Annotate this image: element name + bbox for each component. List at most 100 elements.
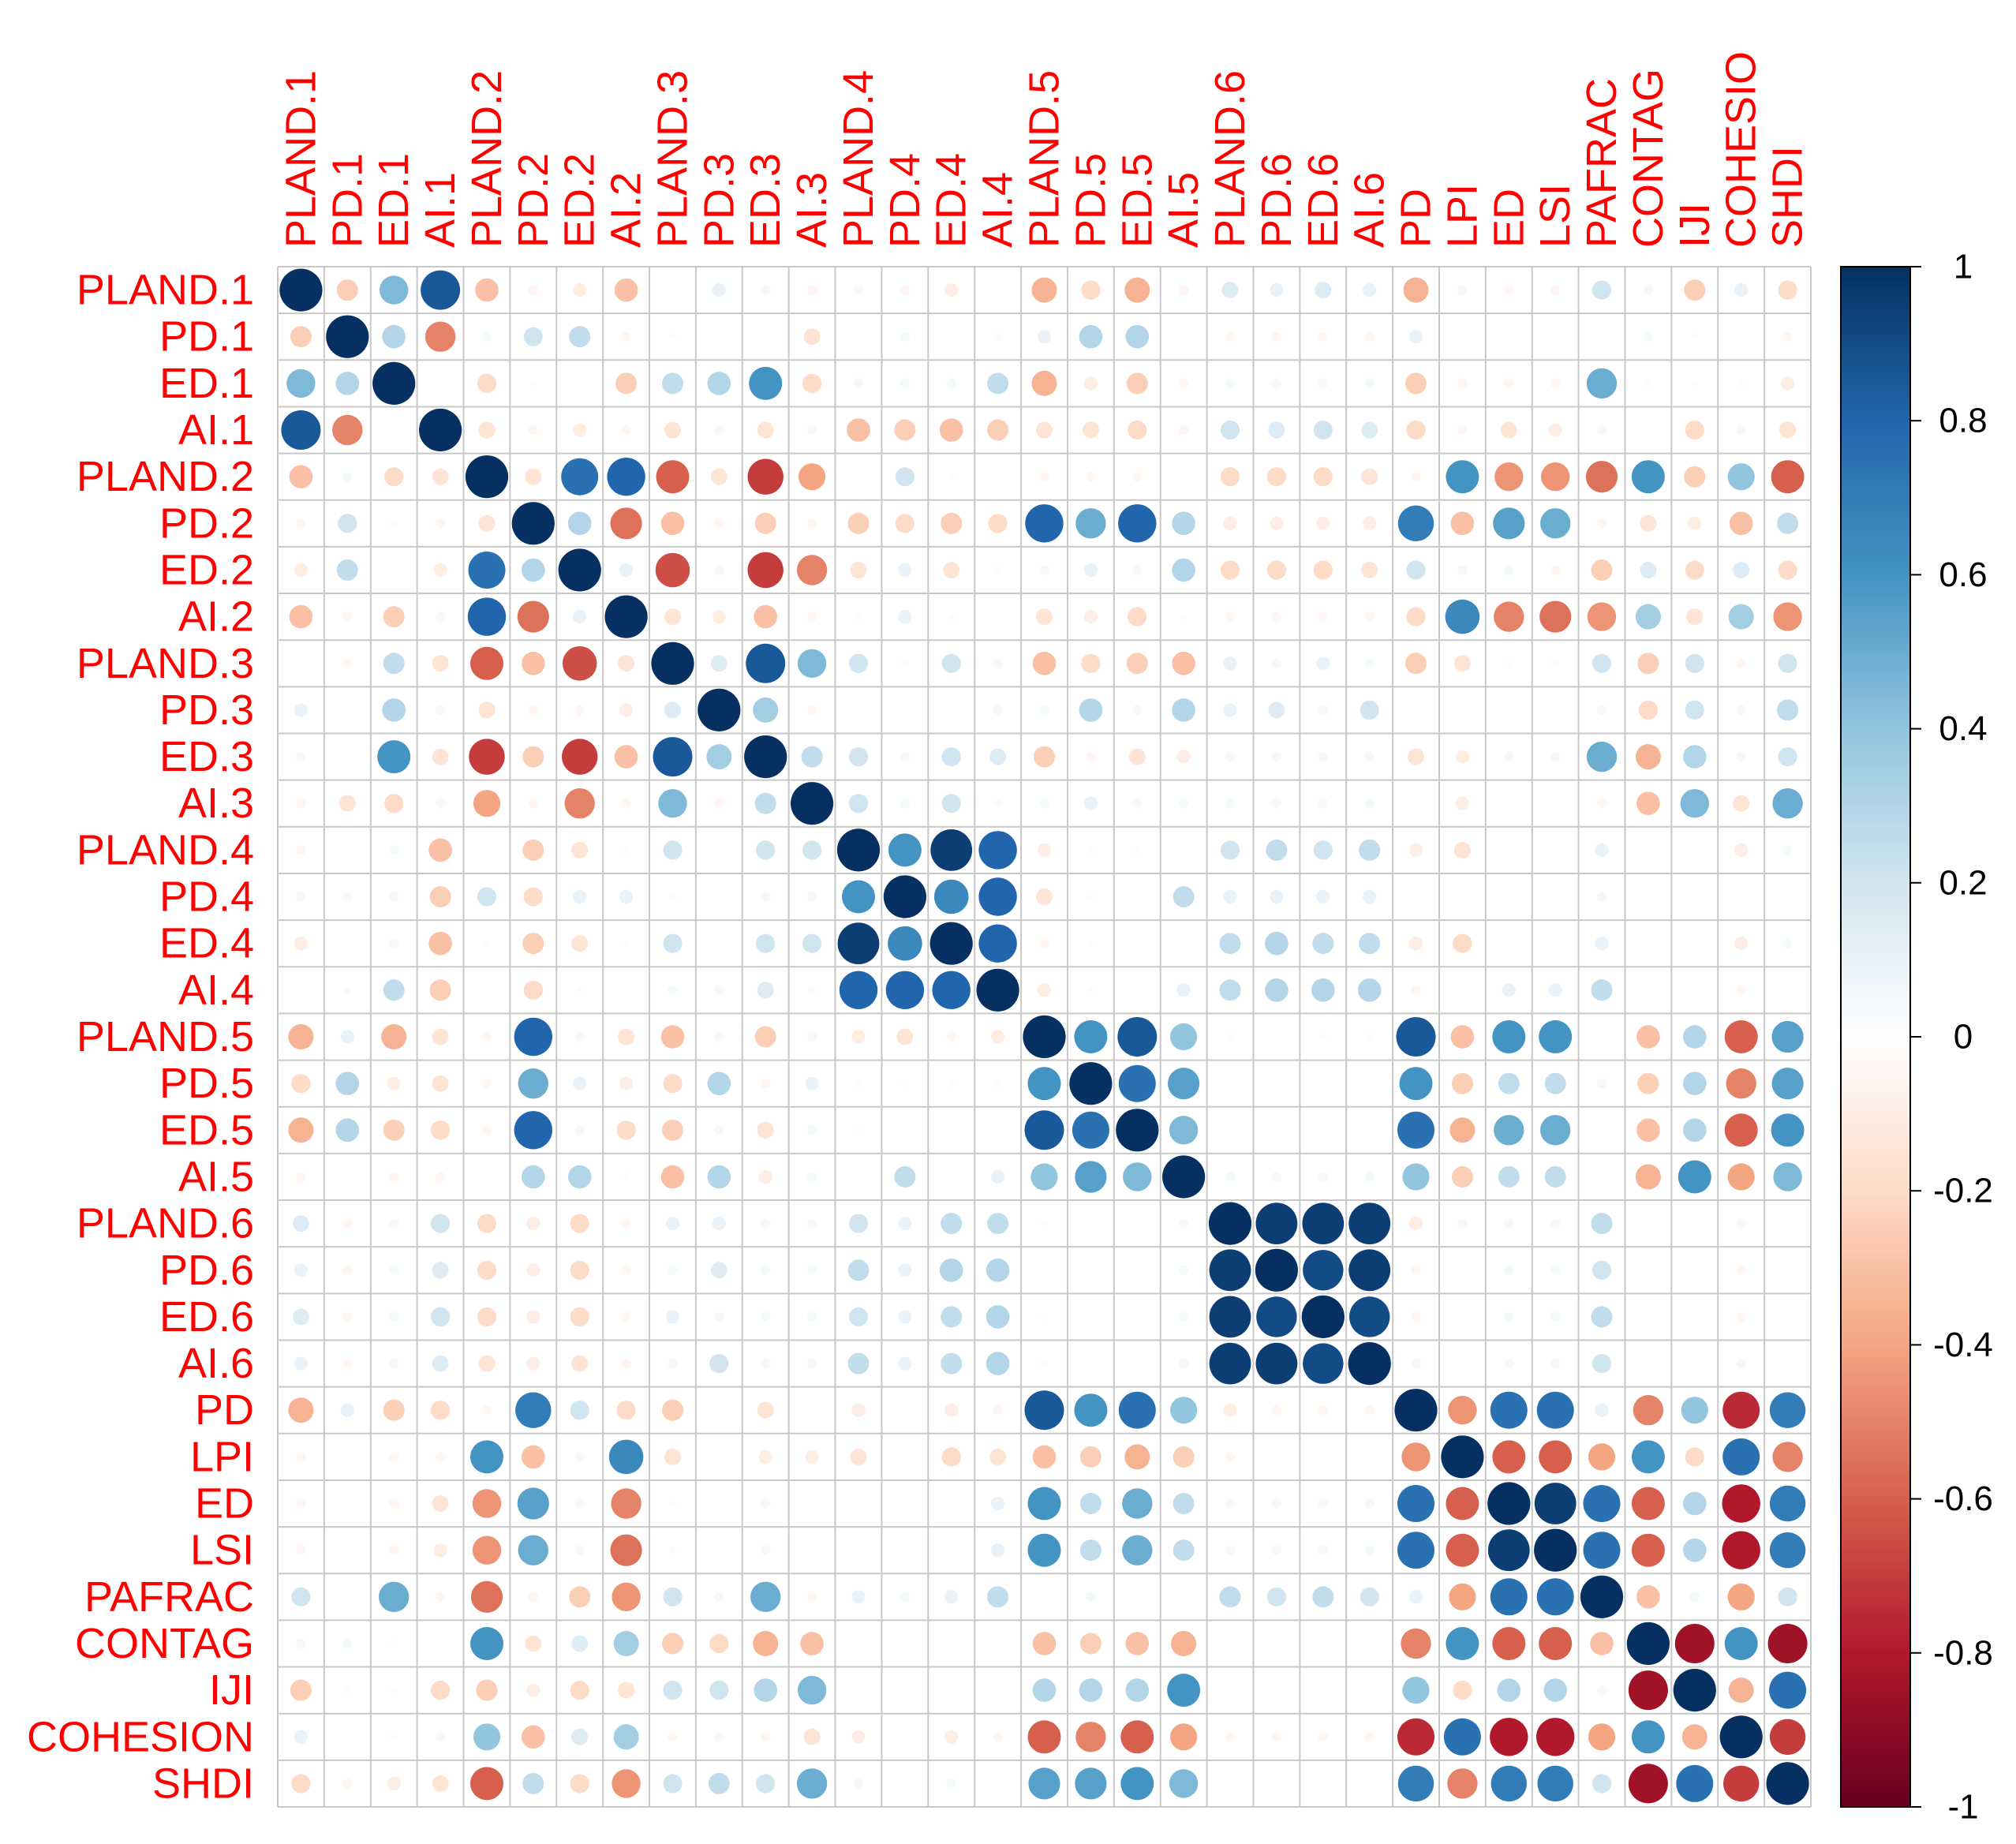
correlation-circle [1225,1498,1236,1509]
correlation-circle [1631,1720,1665,1754]
correlation-circle [1162,1155,1206,1199]
correlation-circle [900,752,910,762]
correlation-circle [1225,1732,1236,1742]
correlation-circle [1548,983,1562,997]
correlation-circle [855,1127,862,1134]
correlation-circle [850,562,867,578]
correlation-circle [1318,1732,1328,1742]
correlation-circle [1548,423,1562,437]
correlation-circle [621,1218,631,1229]
correlation-circle [1255,1203,1298,1244]
correlation-circle [1772,1442,1803,1472]
correlation-circle [1083,376,1098,391]
correlation-circle [382,698,406,722]
correlation-circle [342,1265,353,1275]
correlation-circle [1271,1498,1281,1509]
correlation-circle [1487,1529,1530,1572]
correlation-circle [664,608,681,626]
correlation-circle [898,610,912,624]
correlation-circle [837,922,880,965]
correlation-circle [807,612,817,622]
correlation-circle [805,1449,819,1464]
correlation-circle [1455,796,1469,810]
correlation-circle [946,1779,956,1789]
correlation-circle [421,270,461,310]
correlation-circle [604,595,648,638]
row-labels: PLAND.1PD.1ED.1AI.1PLAND.2PD.2ED.2AI.2PL… [27,267,254,1808]
row-label: AI.5 [178,1153,254,1200]
correlation-circle [1448,1396,1477,1425]
correlation-circle [621,1265,631,1275]
correlation-circle [1360,1587,1379,1606]
correlation-circle [1591,1260,1612,1280]
correlation-circle [754,1678,777,1702]
correlation-circle [1595,937,1609,951]
correlation-circle [431,1681,451,1700]
correlation-circle [1361,421,1378,439]
correlation-circle [799,463,826,491]
correlation-circle [1025,504,1064,543]
correlation-circle [1736,425,1746,436]
correlation-circle [1271,331,1281,342]
correlation-circle [1364,1405,1375,1416]
correlation-circle [668,985,678,995]
correlation-circle [618,1028,635,1045]
correlation-circle [477,1260,497,1280]
correlation-circle [991,1169,1005,1184]
correlation-circle [714,565,724,575]
correlation-circle [761,1265,771,1275]
correlation-circle [753,1631,779,1656]
correlation-circle [1580,1575,1624,1618]
correlation-circle [1023,1015,1066,1059]
correlation-circle [1086,752,1096,762]
correlation-circle [1673,1669,1716,1712]
correlation-circle [326,315,369,358]
correlation-circle [1225,1545,1236,1555]
correlation-circle [1591,1213,1613,1235]
row-label: PD.6 [159,1247,254,1294]
correlation-circle [1311,978,1335,1002]
correlation-circle [761,1218,771,1229]
column-label: AI.1 [417,172,464,248]
correlation-circle [1534,1483,1577,1524]
correlation-circle [709,1354,729,1374]
correlation-circle [377,740,411,774]
correlation-circle [1316,889,1330,904]
column-label: ED.2 [556,153,604,248]
correlation-circle [1543,1678,1567,1702]
correlation-circle [522,558,545,582]
correlation-circle [1270,516,1284,530]
correlation-circle [698,688,741,732]
correlation-circle [1631,460,1665,494]
correlation-circle [993,799,1002,807]
correlation-circle [1726,1068,1756,1099]
correlation-circle [342,1311,353,1322]
correlation-circle [941,512,963,534]
row-label: ED.4 [159,920,254,967]
column-label: AI.4 [974,172,1022,248]
correlation-circle [941,1447,961,1467]
row-label: CONTAG [75,1620,254,1667]
colorbar-tick-label: 0.6 [1939,555,1987,594]
correlation-circle [436,799,446,809]
correlation-circle [1397,1532,1434,1569]
correlation-circle [428,931,452,956]
correlation-circle [288,1117,314,1143]
correlation-circle [1684,279,1706,301]
correlation-circle [1318,1405,1328,1416]
correlation-circle [1087,987,1094,993]
correlation-circle [1270,889,1284,904]
correlation-circle [802,933,822,953]
correlation-circle [708,1772,730,1794]
correlation-circle [1170,1023,1198,1051]
correlation-circle [761,1079,771,1089]
correlation-circle [1683,1072,1707,1095]
correlation-circle [1778,747,1797,767]
correlation-circle [669,333,676,340]
correlation-circle [807,1311,817,1322]
column-label: PLAND.2 [463,70,511,248]
correlation-circle [710,468,727,485]
correlation-circle [941,1352,963,1375]
correlation-circle [1411,472,1421,482]
